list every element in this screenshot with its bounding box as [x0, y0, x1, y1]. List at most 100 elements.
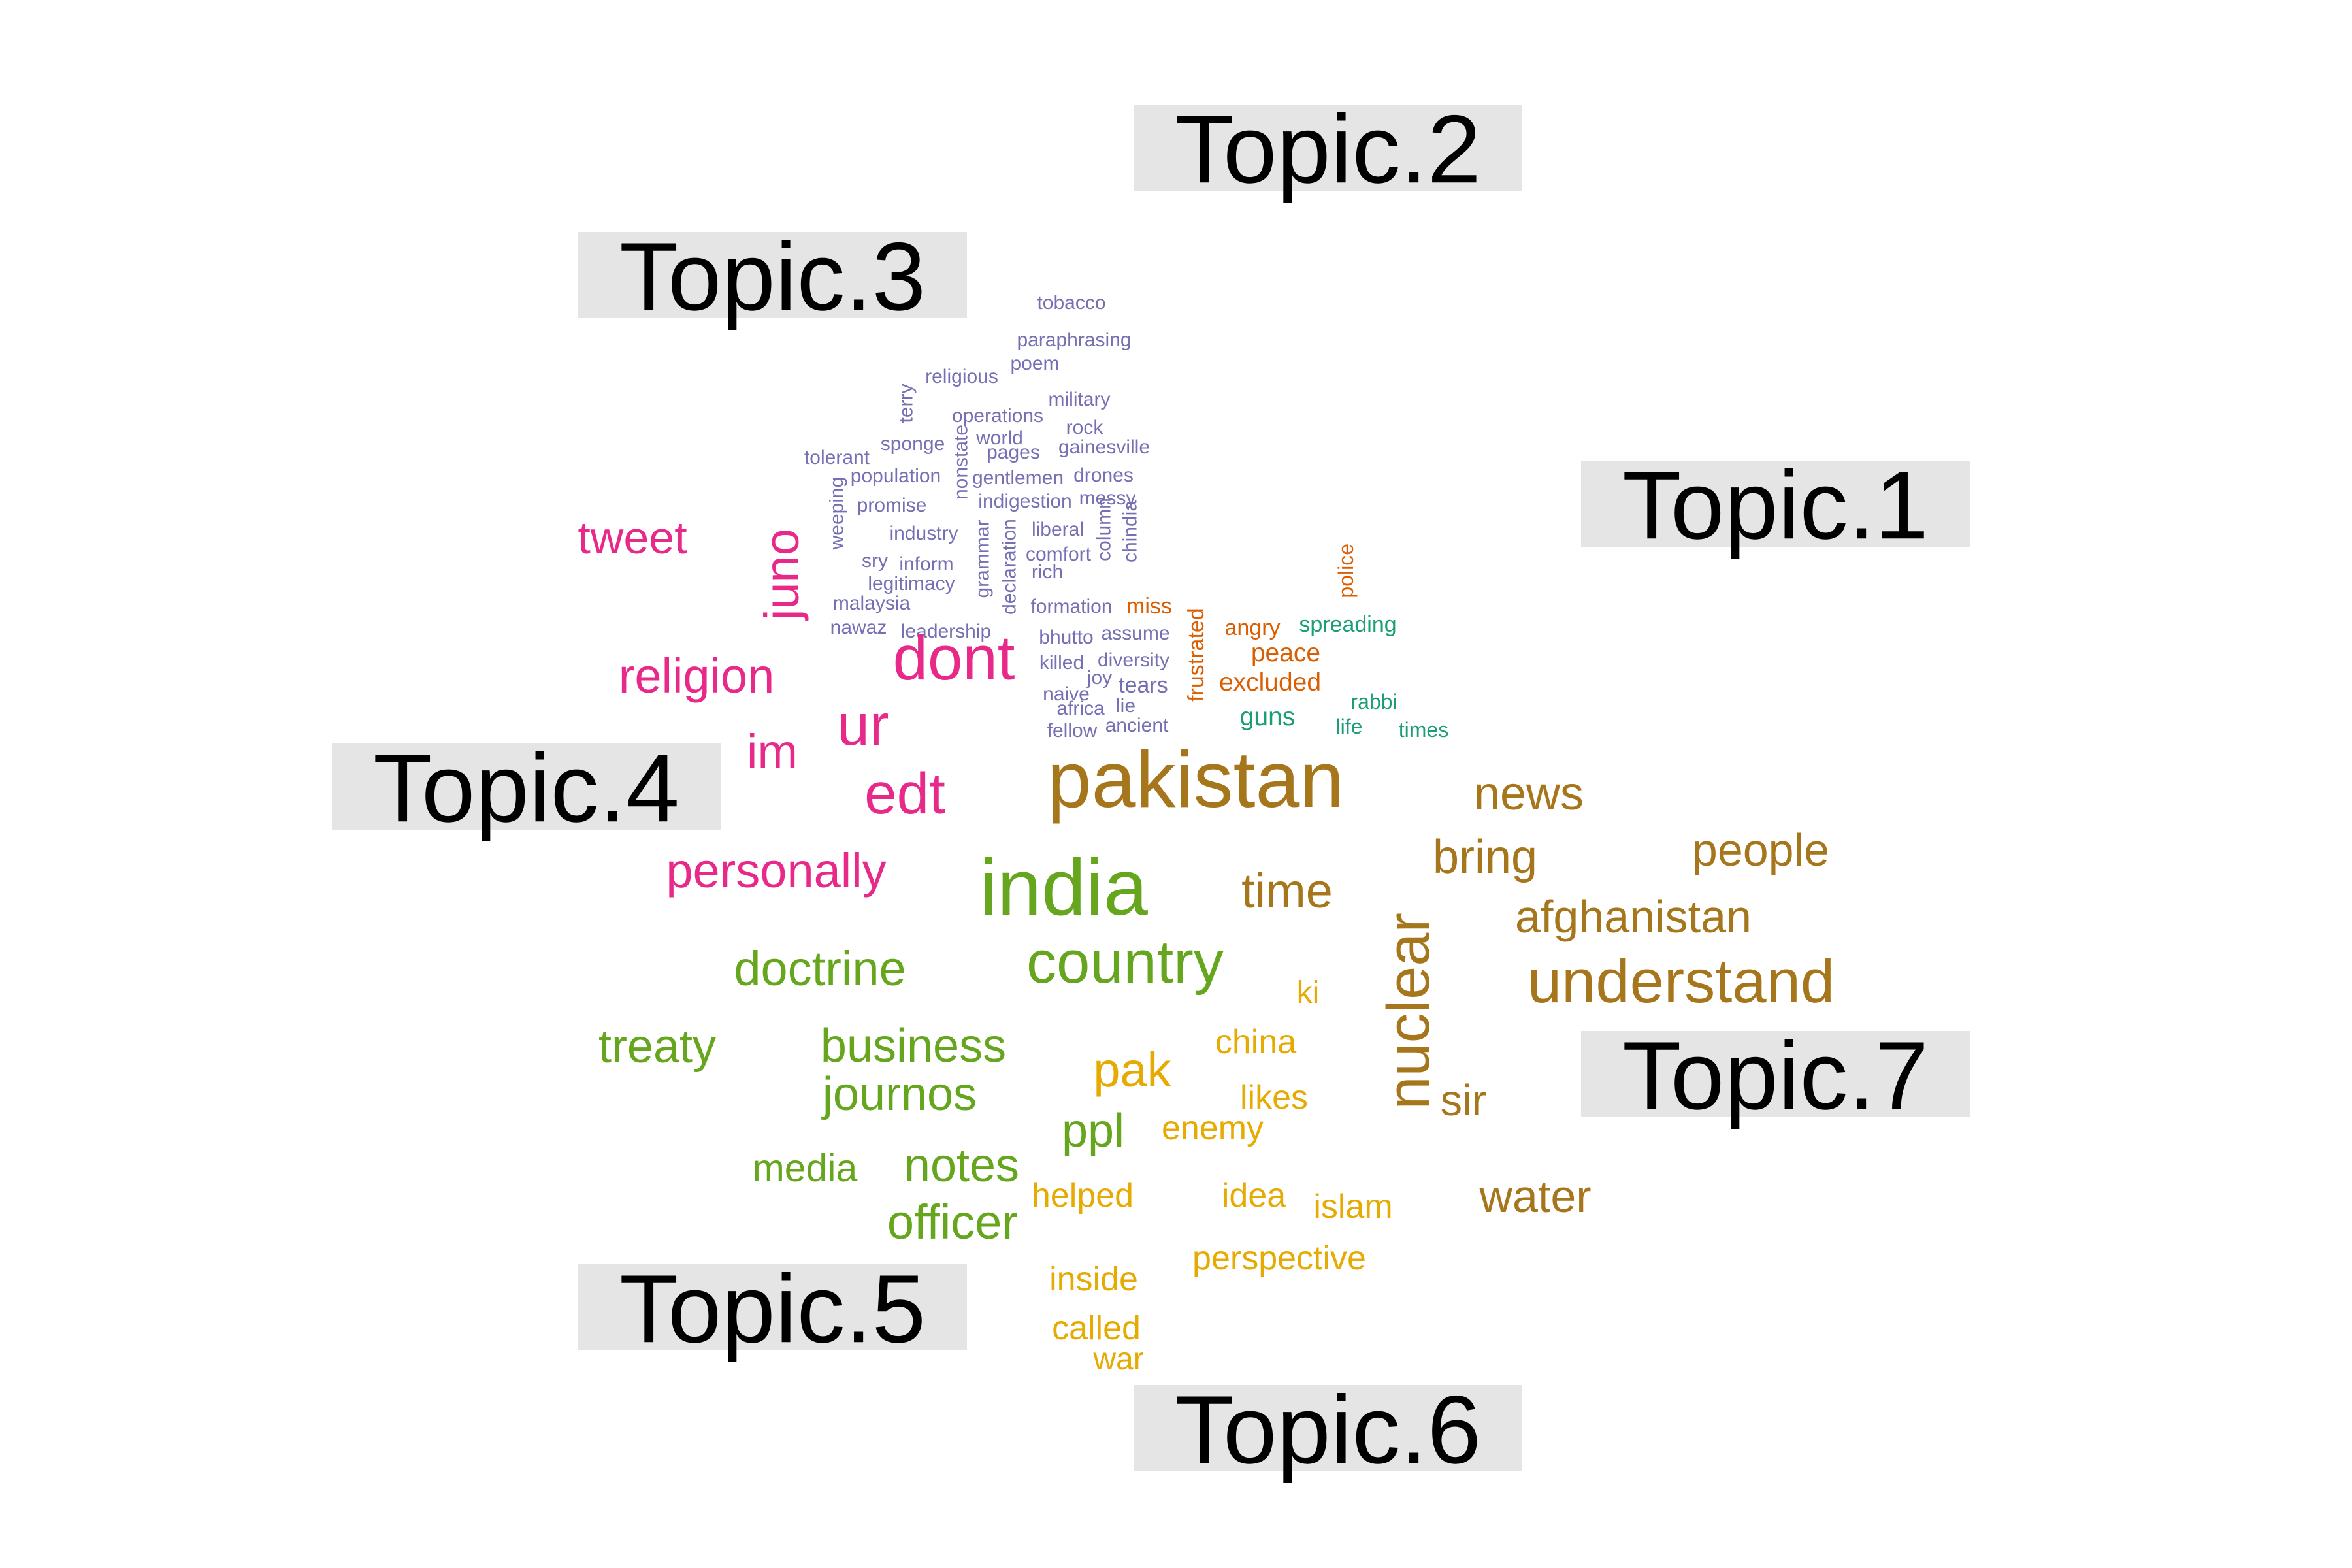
word-bring: bring: [1433, 831, 1537, 883]
word-inform: inform: [899, 553, 953, 575]
word-inside: inside: [1049, 1260, 1138, 1298]
label-topic-5: Topic.5: [578, 1255, 967, 1363]
word-media: media: [753, 1147, 858, 1190]
word-spreading: spreading: [1299, 612, 1396, 637]
word-fellow: fellow: [1047, 720, 1098, 742]
word-life: life: [1336, 715, 1363, 738]
word-industry: industry: [889, 523, 958, 544]
word-personally: personally: [666, 843, 886, 898]
label-box-topic-7: [1581, 1031, 1970, 1117]
word-formation: formation: [1030, 596, 1112, 617]
word-sponge: sponge: [881, 433, 945, 455]
label-text-topic-4: Topic.4: [373, 734, 679, 842]
word-ki: ki: [1297, 975, 1320, 1010]
word-angry: angry: [1224, 615, 1280, 640]
word-war: war: [1092, 1342, 1143, 1377]
label-box-topic-6: [1134, 1385, 1522, 1471]
word-police: police: [1334, 544, 1358, 598]
word-im: im: [747, 725, 798, 779]
label-box-topic-4: [332, 743, 721, 830]
word-ur: ur: [837, 692, 889, 757]
word-islam: islam: [1313, 1188, 1392, 1226]
word-naive: naive: [1043, 683, 1090, 705]
label-text-topic-3: Topic.3: [619, 223, 926, 331]
word-people: people: [1692, 825, 1829, 875]
word-sry: sry: [862, 550, 888, 572]
word-understand: understand: [1527, 947, 1835, 1015]
word-chindia: chindia: [1120, 500, 1141, 563]
word-population: population: [851, 465, 941, 487]
word-legitimacy: legitimacy: [868, 573, 955, 595]
word-messy: messy: [1079, 487, 1136, 509]
word-nuclear: nuclear: [1375, 913, 1442, 1110]
word-nonstate: nonstate: [951, 425, 972, 500]
word-news: news: [1474, 768, 1584, 820]
word-africa: africa: [1056, 698, 1105, 719]
word-time: time: [1241, 864, 1333, 918]
word-ancient: ancient: [1105, 715, 1169, 736]
word-assume: assume: [1101, 623, 1169, 644]
word-rich: rich: [1032, 561, 1063, 583]
word-idea: idea: [1222, 1177, 1286, 1215]
word-perspective: perspective: [1192, 1239, 1366, 1277]
word-gentlemen: gentlemen: [972, 467, 1064, 489]
label-box-topic-2: [1134, 105, 1522, 191]
word-likes: likes: [1240, 1079, 1308, 1117]
word-declaration: declaration: [999, 519, 1021, 615]
word-pages: pages: [987, 442, 1040, 463]
label-text-topic-2: Topic.2: [1175, 95, 1481, 203]
word-joy: joy: [1086, 667, 1112, 689]
word-tolerant: tolerant: [804, 447, 870, 468]
word-water: water: [1478, 1171, 1591, 1222]
word-doctrine: doctrine: [734, 941, 906, 996]
label-topic-7: Topic.7: [1581, 1022, 1970, 1130]
label-topic-6: Topic.6: [1134, 1376, 1522, 1484]
word-miss: miss: [1126, 594, 1172, 619]
label-box-topic-5: [578, 1264, 967, 1350]
word-terry: terry: [896, 384, 917, 423]
word-weeping: weeping: [826, 477, 848, 551]
word-military: military: [1049, 389, 1111, 410]
word-treaty: treaty: [598, 1021, 716, 1073]
word-officer: officer: [887, 1195, 1018, 1249]
word-operations: operations: [952, 405, 1043, 427]
label-text-topic-1: Topic.1: [1622, 451, 1929, 559]
word-rock: rock: [1066, 417, 1104, 438]
word-peace: peace: [1251, 639, 1320, 667]
word-china: china: [1215, 1023, 1296, 1061]
word-juno: juno: [755, 529, 809, 621]
word-liberal: liberal: [1032, 519, 1084, 540]
word-notes: notes: [904, 1139, 1019, 1192]
word-tears: tears: [1119, 673, 1168, 698]
word-malaysia: malaysia: [833, 593, 911, 614]
word-poem: poem: [1010, 353, 1059, 374]
word-religion: religion: [619, 649, 775, 703]
word-diversity: diversity: [1098, 649, 1169, 671]
label-topic-1: Topic.1: [1581, 451, 1970, 559]
word-comfort: comfort: [1026, 544, 1092, 565]
word-sir: sir: [1441, 1076, 1487, 1125]
word-bhutto: bhutto: [1039, 627, 1093, 648]
word-tobacco: tobacco: [1037, 292, 1105, 314]
word-tweet: tweet: [578, 512, 687, 563]
label-box-topic-1: [1581, 461, 1970, 547]
word-religious: religious: [925, 366, 998, 387]
label-text-topic-7: Topic.7: [1622, 1022, 1929, 1130]
label-text-topic-6: Topic.6: [1175, 1376, 1481, 1484]
word-grammar: grammar: [972, 519, 994, 598]
word-edt: edt: [864, 760, 945, 826]
word-country: country: [1026, 929, 1224, 996]
word-nawaz: nawaz: [830, 617, 887, 638]
word-helped: helped: [1032, 1177, 1134, 1215]
word-promise: promise: [857, 495, 927, 516]
word-paraphrasing: paraphrasing: [1017, 329, 1131, 351]
label-topic-4: Topic.4: [332, 734, 721, 842]
word-times: times: [1399, 718, 1448, 742]
word-indigestion: indigestion: [978, 491, 1071, 512]
label-text-topic-5: Topic.5: [619, 1255, 926, 1363]
word-drones: drones: [1073, 465, 1134, 486]
word-excluded: excluded: [1219, 668, 1321, 696]
word-afghanistan: afghanistan: [1515, 891, 1752, 942]
word-lie: lie: [1116, 695, 1135, 717]
